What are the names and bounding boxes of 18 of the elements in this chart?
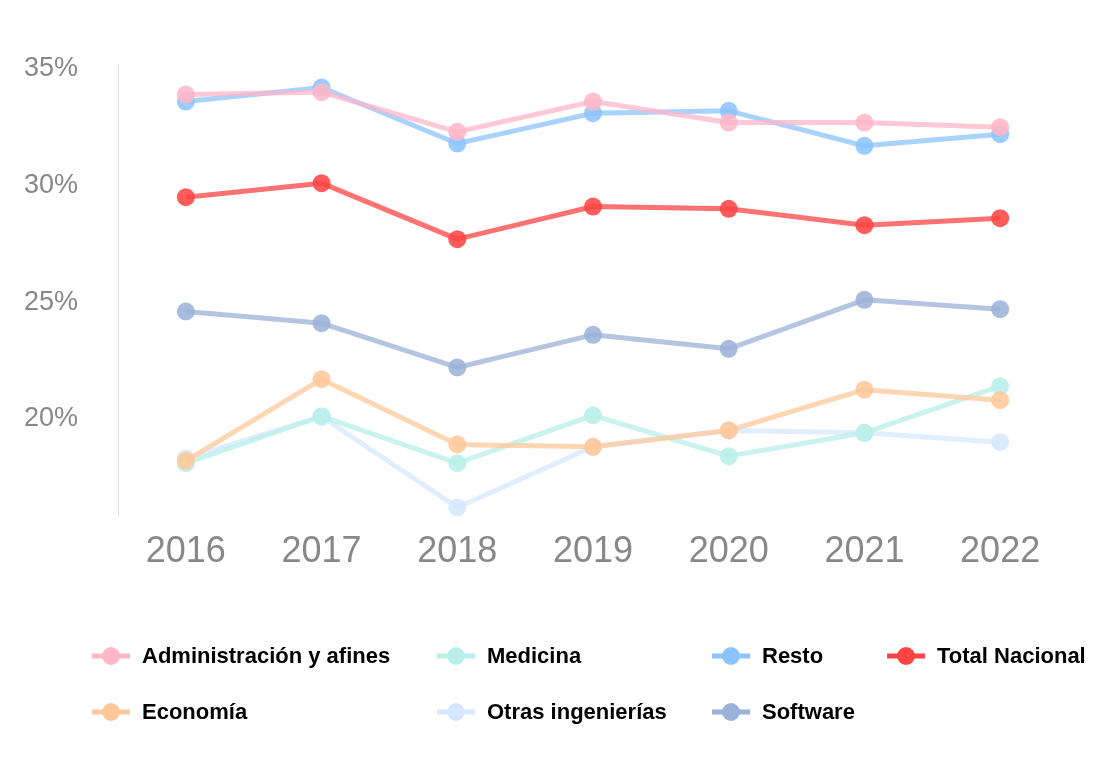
x-tick-label: 2021 <box>824 529 905 571</box>
legend-label: Otras ingenierías <box>487 699 667 725</box>
legend-label: Medicina <box>487 643 582 669</box>
y-tick-label: 35% <box>23 52 78 83</box>
x-tick-label: 2020 <box>688 529 769 571</box>
y-tick-label: 25% <box>23 285 78 316</box>
x-tick-label: 2017 <box>281 529 362 571</box>
legend-label: Resto <box>762 643 824 669</box>
legend-label: Administración y afines <box>142 643 391 669</box>
x-tick-label: 2022 <box>960 529 1041 571</box>
legend-label: Total Nacional <box>937 643 1086 669</box>
y-tick-label: 30% <box>23 168 78 199</box>
x-tick-label: 2018 <box>417 529 498 571</box>
x-tick-label: 2016 <box>145 529 226 571</box>
legend-label: Software <box>762 699 855 725</box>
y-tick-label: 20% <box>23 402 78 433</box>
x-tick-label: 2019 <box>552 529 634 571</box>
legend-label: Economía <box>142 699 248 725</box>
